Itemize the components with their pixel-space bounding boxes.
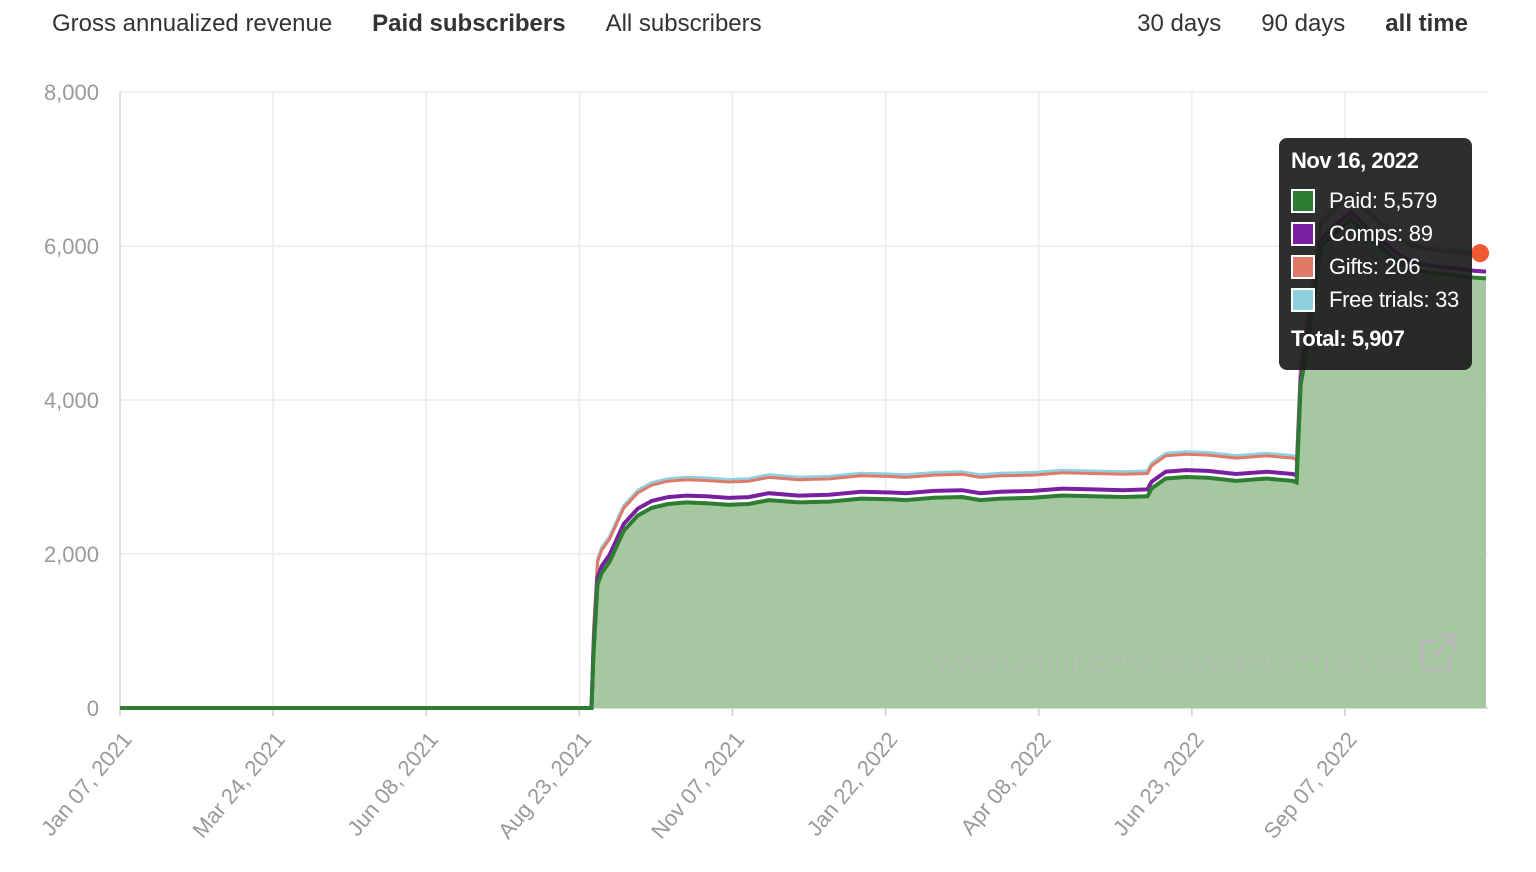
tab-paid-subscribers[interactable]: Paid subscribers: [352, 6, 585, 42]
x-tick-label: Jun 23, 2022: [1108, 727, 1209, 841]
range-tabs: 30 days 90 days all time: [1117, 6, 1488, 42]
watermark-text: WWW.MORNINGPERSONNEWSLETTER.COM: [936, 651, 1410, 676]
comps-swatch-icon: [1291, 221, 1315, 246]
tooltip-paid-label: Paid: 5,579: [1329, 187, 1438, 213]
metric-tabs: Gross annualized revenue Paid subscriber…: [32, 6, 782, 42]
x-tick-label: Sep 07, 2022: [1259, 727, 1362, 843]
tab-all-subscribers[interactable]: All subscribers: [586, 6, 782, 42]
external-link-icon[interactable]: [1420, 634, 1457, 671]
tooltip-total: Total: 5,907: [1291, 326, 1405, 351]
tooltip-row-paid: Paid: 5,579: [1291, 184, 1460, 217]
paid-area: [120, 219, 1487, 708]
tooltip-date: Nov 16, 2022: [1291, 148, 1419, 173]
tooltip-gifts-label: Gifts: 206: [1329, 253, 1421, 279]
tab-90-days[interactable]: 90 days: [1241, 6, 1365, 42]
x-tick-label: Nov 07, 2021: [646, 727, 749, 843]
x-tick-label: Jan 22, 2022: [802, 727, 903, 841]
y-tick-label: 2,000: [44, 542, 99, 567]
y-axis-labels: 0 2,000 4,000 6,000 8,000: [44, 80, 99, 721]
free-trials-swatch-icon: [1291, 287, 1315, 312]
tab-gross-annualized-revenue[interactable]: Gross annualized revenue: [32, 6, 352, 42]
tab-30-days[interactable]: 30 days: [1117, 6, 1241, 42]
tab-all-time[interactable]: all time: [1365, 6, 1488, 42]
hover-tooltip: Nov 16, 2022 Paid: 5,579 Comps: 89 Gifts…: [1279, 138, 1472, 370]
tooltip-free-trials-label: Free trials: 33: [1329, 286, 1459, 312]
gifts-swatch-icon: [1291, 254, 1315, 279]
x-axis-labels: Jan 07, 2021 Mar 24, 2021 Jun 08, 2021 Aug …: [36, 727, 1362, 843]
x-tick-label: Mar 24, 2021: [187, 727, 289, 842]
hover-point-marker: [1471, 244, 1490, 263]
tooltip-comps-label: Comps: 89: [1329, 220, 1433, 246]
y-tick-label: 8,000: [44, 80, 99, 105]
paid-swatch-icon: [1291, 188, 1315, 213]
y-tick-label: 4,000: [44, 388, 99, 413]
y-tick-label: 6,000: [44, 234, 99, 259]
tooltip-row-gifts: Gifts: 206: [1291, 250, 1460, 283]
x-tick-label: Aug 23, 2021: [493, 727, 596, 843]
x-tick-label: Apr 08, 2022: [955, 727, 1055, 840]
hover-dot-icon: [1471, 244, 1490, 263]
y-tick-label: 0: [87, 696, 99, 721]
tooltip-row-free-trials: Free trials: 33: [1291, 283, 1460, 316]
x-tick-label: Jan 07, 2021: [36, 727, 137, 841]
tooltip-row-comps: Comps: 89: [1291, 217, 1460, 250]
x-tick-label: Jun 08, 2021: [342, 727, 443, 841]
